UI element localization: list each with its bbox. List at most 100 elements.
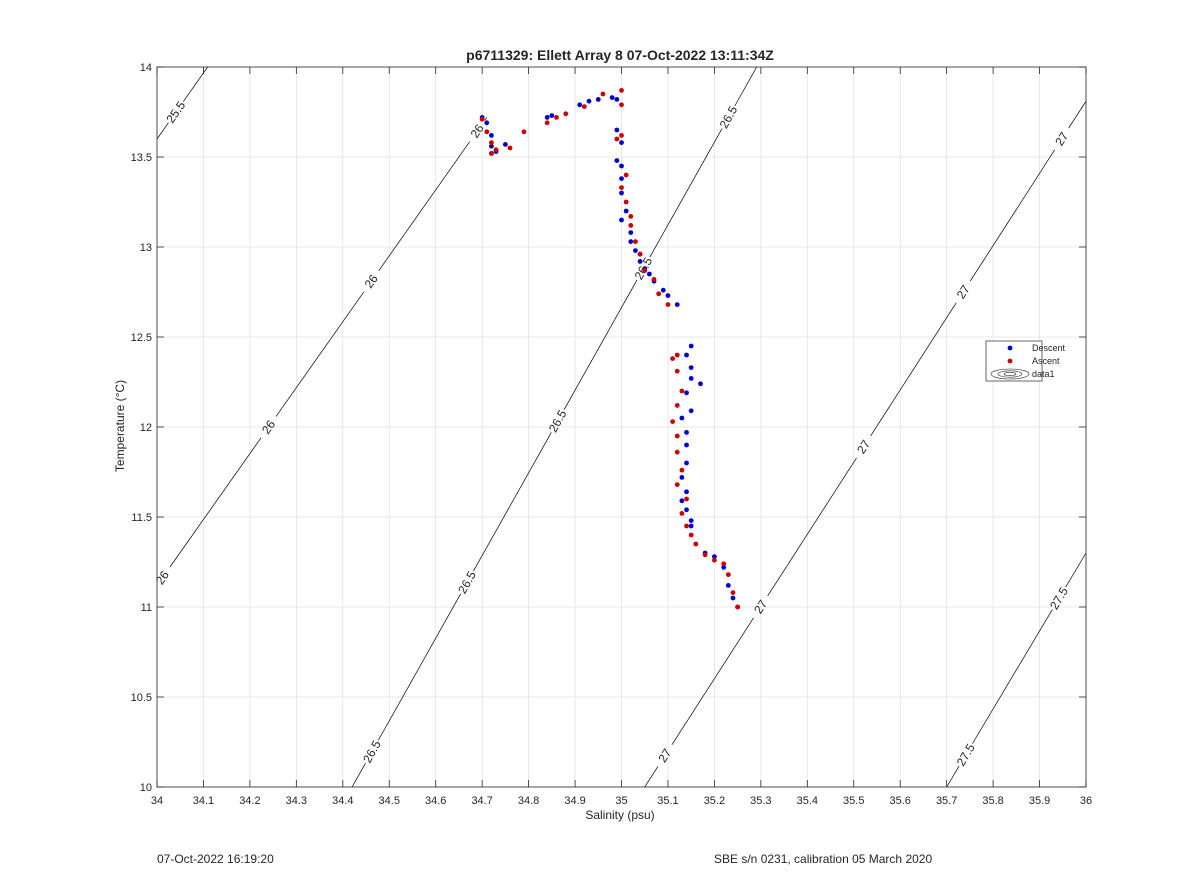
descent-point bbox=[577, 102, 583, 108]
contour-label: 27 bbox=[954, 282, 973, 301]
contour-segment bbox=[378, 141, 470, 271]
contour-label: 26 bbox=[259, 417, 278, 436]
contour-segment bbox=[473, 432, 552, 572]
descent-point bbox=[646, 271, 652, 277]
contour-segment bbox=[1068, 101, 1086, 129]
ascent-point bbox=[674, 482, 680, 487]
contour-line-27 bbox=[644, 101, 1086, 787]
x-tick-label: 35 bbox=[615, 795, 627, 807]
descent-point bbox=[595, 97, 601, 102]
descent-point bbox=[688, 376, 694, 381]
legend-ascent-marker bbox=[1007, 358, 1013, 364]
descent-point bbox=[684, 390, 689, 396]
x-axis-label: Salinity (psu) bbox=[585, 808, 654, 822]
descent-point bbox=[633, 248, 638, 254]
legend-data1-label: data1 bbox=[1032, 369, 1055, 379]
x-tick-label: 34.3 bbox=[286, 795, 307, 807]
x-tick-label: 34.2 bbox=[239, 795, 260, 807]
descent-point bbox=[688, 365, 694, 370]
descent-point bbox=[549, 113, 555, 118]
footer-calibration: SBE s/n 0231, calibration 05 March 2020 bbox=[714, 852, 933, 866]
ascent-point bbox=[679, 467, 685, 473]
contour-line-26-5 bbox=[351, 67, 757, 787]
legend-data1-contour-icon bbox=[990, 368, 1030, 380]
ascent-point bbox=[684, 496, 689, 502]
ascent-point bbox=[489, 140, 494, 146]
legend[interactable]: Descent Ascent data1 bbox=[985, 340, 1066, 382]
y-tick-label: 13.5 bbox=[131, 152, 152, 164]
ascent-point bbox=[679, 388, 685, 394]
descent-point bbox=[684, 507, 689, 513]
ascent-point bbox=[479, 116, 485, 122]
ascent-point bbox=[544, 120, 550, 126]
ascent-point bbox=[623, 172, 629, 178]
contour-segment bbox=[275, 291, 365, 417]
ascent-point bbox=[637, 251, 643, 257]
y-tick-label: 14 bbox=[140, 62, 152, 74]
descent-point bbox=[619, 190, 624, 196]
ascent-point bbox=[493, 147, 499, 153]
ascent-point bbox=[581, 104, 587, 109]
ascent-point bbox=[656, 291, 662, 297]
contour-segment bbox=[377, 593, 461, 741]
contour-label: 26 bbox=[153, 568, 172, 587]
descent-point bbox=[484, 120, 490, 126]
legend-descent-marker bbox=[1007, 345, 1013, 351]
contour-segment bbox=[484, 117, 488, 121]
legend-descent-label: Descent bbox=[1032, 343, 1066, 353]
contour-label: 25.5 bbox=[163, 98, 188, 125]
contour-segment bbox=[972, 609, 1053, 744]
descent-point bbox=[660, 287, 666, 293]
y-tick-label: 10 bbox=[140, 782, 152, 794]
ascent-point bbox=[670, 356, 675, 361]
ascent-point bbox=[674, 449, 680, 455]
descent-point bbox=[665, 293, 671, 298]
descent-point bbox=[712, 554, 717, 559]
contour-segment bbox=[970, 149, 1055, 282]
ascent-point bbox=[507, 145, 513, 151]
x-tick-label: 35.9 bbox=[1029, 795, 1050, 807]
y-axis-label: Temperature (°C) bbox=[113, 380, 127, 472]
descent-point bbox=[679, 415, 685, 421]
ascent-point bbox=[712, 557, 717, 563]
descent-point bbox=[684, 489, 689, 495]
descent-point bbox=[544, 115, 550, 120]
ascent-point bbox=[619, 88, 624, 93]
x-tick-label: 34.8 bbox=[518, 795, 539, 807]
x-tick-label: 35.7 bbox=[936, 795, 957, 807]
ascent-point bbox=[725, 572, 731, 577]
descent-point bbox=[725, 583, 731, 588]
x-tick-label: 35.1 bbox=[657, 795, 678, 807]
x-tick-label: 34.4 bbox=[332, 795, 353, 807]
ascent-point bbox=[619, 102, 624, 108]
contour-line-27-5 bbox=[946, 552, 1086, 787]
ascent-point bbox=[614, 136, 620, 142]
series-descent bbox=[479, 95, 741, 610]
descent-point bbox=[688, 523, 694, 529]
legend-box bbox=[985, 340, 1043, 382]
x-tick-label: 35.5 bbox=[843, 795, 864, 807]
x-tick-label: 34 bbox=[151, 795, 163, 807]
ascent-point bbox=[521, 129, 527, 135]
contour-line-26 bbox=[169, 117, 488, 568]
descent-point bbox=[614, 97, 620, 102]
contour-segment bbox=[169, 437, 262, 568]
x-tick-label: 34.7 bbox=[471, 795, 492, 807]
descent-point bbox=[628, 239, 634, 245]
contour-label: 27 bbox=[655, 746, 674, 765]
descent-point bbox=[674, 302, 680, 307]
x-tick-label: 36 bbox=[1080, 795, 1092, 807]
ascent-point bbox=[484, 129, 490, 135]
ascent-point bbox=[674, 352, 680, 358]
descent-point bbox=[619, 176, 624, 182]
x-tick-label: 34.9 bbox=[564, 795, 585, 807]
y-tick-label: 10.5 bbox=[131, 692, 152, 704]
contour-label: 26.5 bbox=[717, 103, 741, 131]
contour-segment bbox=[649, 128, 723, 258]
contour-segment bbox=[870, 302, 957, 437]
ascent-point bbox=[735, 604, 741, 610]
grid-lines bbox=[156, 66, 1087, 788]
contour-label: 27.5 bbox=[954, 741, 978, 769]
contour-segment bbox=[563, 279, 638, 410]
